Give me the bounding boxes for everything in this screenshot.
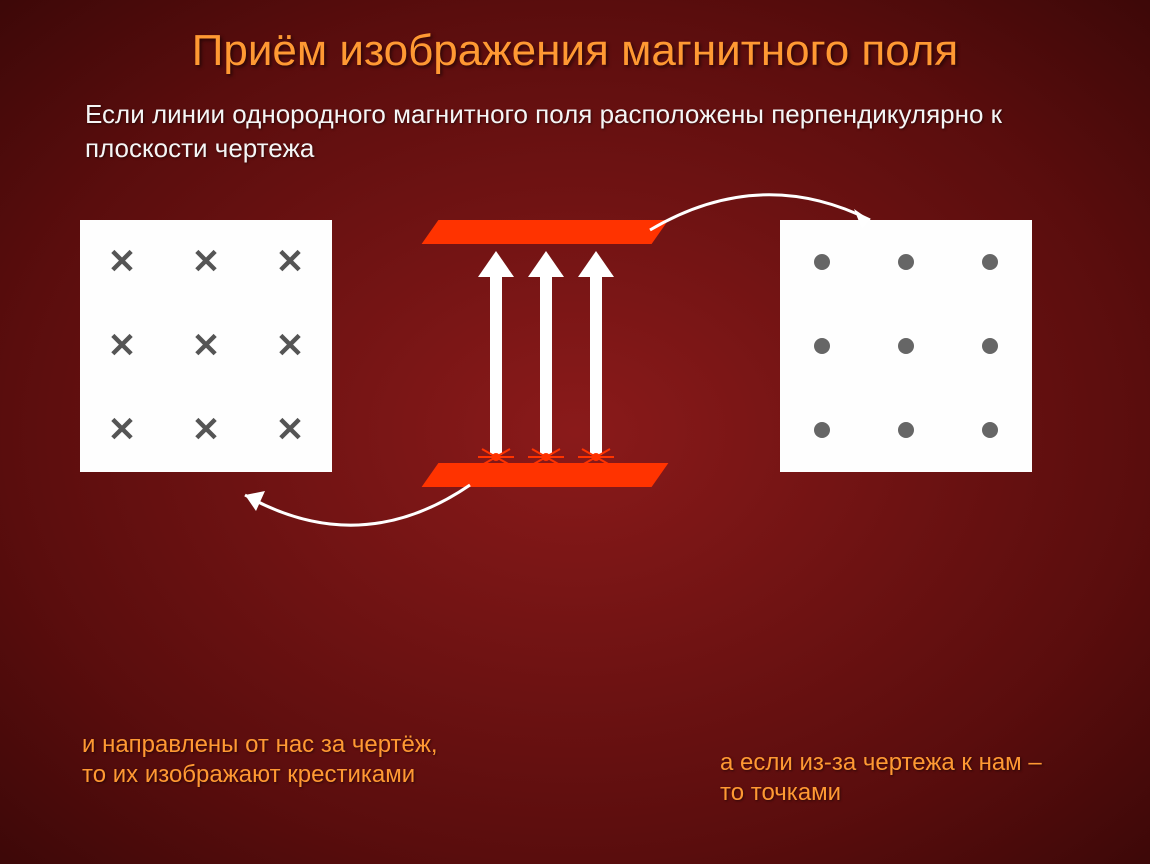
cross-icon: ✕	[276, 242, 305, 282]
caption-left: и направлены от нас за чертёж, то их изо…	[82, 730, 442, 790]
cross-icon: ✕	[276, 410, 305, 450]
dot-icon	[982, 254, 998, 270]
connector-arrow-right-icon	[640, 175, 900, 255]
burst-icon	[526, 447, 566, 467]
slide-title: Приём изображения магнитного поля	[0, 0, 1150, 78]
dot-icon	[814, 422, 830, 438]
cross-grid: ✕ ✕ ✕ ✕ ✕ ✕ ✕ ✕ ✕	[80, 220, 332, 472]
cross-icon: ✕	[192, 410, 221, 450]
diagram-area: ✕ ✕ ✕ ✕ ✕ ✕ ✕ ✕ ✕	[0, 165, 1150, 595]
cross-icon: ✕	[108, 410, 137, 450]
burst-icon	[576, 447, 616, 467]
slide-subtitle: Если линии однородного магнитного поля р…	[0, 78, 1150, 166]
cross-icon: ✕	[276, 326, 305, 366]
crosses-square: ✕ ✕ ✕ ✕ ✕ ✕ ✕ ✕ ✕	[80, 220, 332, 472]
cross-icon: ✕	[108, 242, 137, 282]
dot-icon	[898, 338, 914, 354]
dot-icon	[982, 422, 998, 438]
burst-icon	[476, 447, 516, 467]
field-arrow-icon	[490, 275, 502, 455]
cross-icon: ✕	[108, 326, 137, 366]
dots-square	[780, 220, 1032, 472]
top-plane	[422, 220, 669, 244]
dot-icon	[814, 338, 830, 354]
connector-arrow-left-icon	[220, 465, 480, 555]
dot-grid	[780, 220, 1032, 472]
dot-icon	[898, 422, 914, 438]
cross-icon: ✕	[192, 326, 221, 366]
dot-icon	[898, 254, 914, 270]
field-arrow-icon	[540, 275, 552, 455]
dot-icon	[982, 338, 998, 354]
caption-right: а если из-за чертежа к нам – то точками	[720, 748, 1070, 808]
cross-icon: ✕	[192, 242, 221, 282]
field-arrow-icon	[590, 275, 602, 455]
dot-icon	[814, 254, 830, 270]
